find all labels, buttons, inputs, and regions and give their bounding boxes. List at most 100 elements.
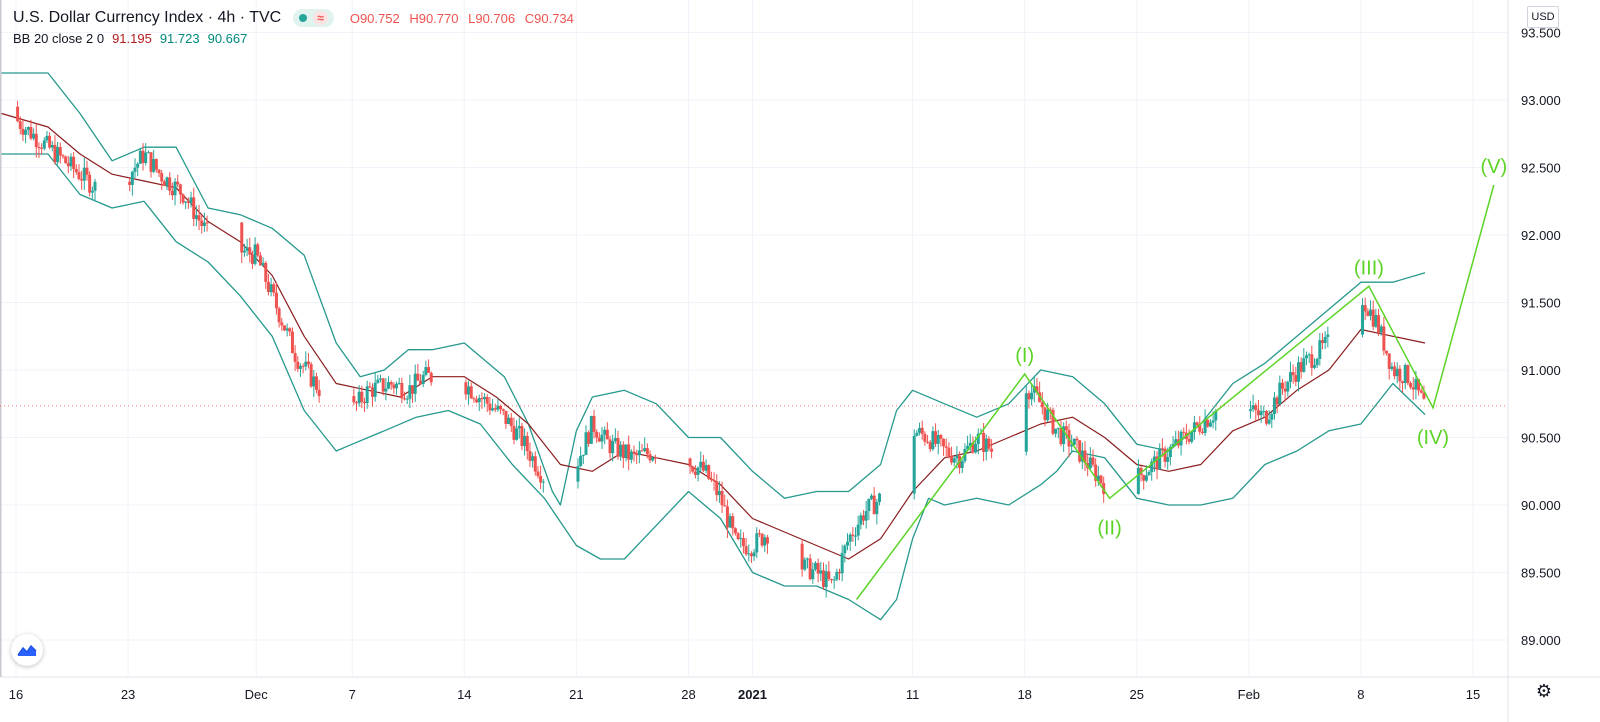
- candle-body: [53, 144, 57, 163]
- candle-body: [645, 448, 649, 455]
- candle-body: [699, 461, 703, 468]
- candle-body: [1393, 366, 1397, 377]
- candle-body: [467, 386, 471, 395]
- gear-icon[interactable]: ⚙: [1535, 681, 1553, 701]
- candle-body: [389, 382, 393, 385]
- candle-body: [419, 380, 423, 385]
- candle-body: [1294, 375, 1298, 382]
- candle-body: [384, 388, 388, 392]
- candle-body: [1374, 315, 1378, 327]
- candle-body: [472, 398, 476, 400]
- candle-body: [915, 432, 919, 436]
- candle-body: [507, 417, 511, 424]
- elliott-wave-label[interactable]: (III): [1354, 257, 1384, 279]
- candle-body: [1091, 457, 1095, 465]
- candle-body: [314, 376, 318, 390]
- candle-body: [152, 159, 156, 172]
- elliott-wave-label[interactable]: (I): [1015, 345, 1034, 367]
- candle-body: [712, 479, 716, 482]
- candle-body: [736, 533, 740, 540]
- candle-body: [584, 432, 588, 455]
- candle-body: [731, 516, 735, 529]
- symbol-title[interactable]: U.S. Dollar Currency Index · 4h · TVC: [13, 9, 282, 26]
- candle-body: [653, 457, 657, 459]
- candle-body: [141, 150, 145, 163]
- candle-body: [1278, 382, 1282, 405]
- candle-body: [373, 382, 377, 397]
- candle-body: [603, 429, 607, 435]
- candle-body: [1248, 409, 1252, 412]
- candle-body: [138, 150, 142, 164]
- elliott-wave-label[interactable]: (II): [1097, 517, 1121, 539]
- time-tick-label: 18: [1017, 687, 1031, 702]
- candle-body: [704, 465, 708, 471]
- market-status-pill[interactable]: ≈: [293, 9, 334, 27]
- candle-body: [1304, 355, 1308, 359]
- candle-body: [517, 426, 521, 429]
- candle-body: [512, 426, 516, 440]
- candle-body: [934, 431, 938, 444]
- candle-body: [920, 427, 924, 434]
- candle-body: [875, 502, 879, 515]
- candle-body: [587, 432, 591, 444]
- candle-body: [176, 181, 180, 185]
- candle-body: [309, 364, 313, 387]
- candle-body: [763, 537, 767, 546]
- elliott-wave-label[interactable]: (V): [1480, 156, 1507, 178]
- candle-body: [942, 438, 946, 447]
- candle-body: [952, 458, 956, 463]
- candle-body: [90, 190, 94, 193]
- candle-body: [197, 215, 201, 221]
- candle-body: [1371, 309, 1375, 327]
- candle-body: [365, 386, 369, 404]
- candle-body: [274, 292, 278, 309]
- candle-body: [181, 194, 185, 203]
- candle-body: [1083, 450, 1087, 464]
- elliott-wave-line[interactable]: [855, 184, 1495, 600]
- candle-body: [1075, 438, 1079, 441]
- candle-body: [747, 553, 751, 555]
- indicator-row[interactable]: BB 20 close 2 0 91.195 91.723 90.667: [13, 28, 580, 48]
- candle-body: [355, 402, 359, 404]
- candle-body: [363, 401, 367, 404]
- bb-basis-value: 91.195: [112, 30, 152, 46]
- candle-body: [709, 478, 713, 480]
- tradingview-logo-icon[interactable]: [11, 634, 43, 666]
- open-value: O90.752: [349, 10, 400, 26]
- price-tick-label: 89.000: [1521, 633, 1561, 648]
- bb-lower-value: 90.667: [207, 30, 248, 46]
- candle-body: [944, 446, 948, 448]
- candle-body: [971, 442, 975, 453]
- candle-body: [130, 171, 134, 185]
- candle-body: [306, 361, 310, 365]
- candle-body: [194, 215, 198, 219]
- candle-body: [1147, 472, 1151, 476]
- candle-body: [1070, 444, 1074, 447]
- candle-body: [1307, 354, 1311, 356]
- candle-body: [1142, 475, 1146, 481]
- candle-body: [974, 444, 978, 453]
- currency-badge[interactable]: USD: [1527, 6, 1559, 28]
- candle-body: [624, 444, 628, 459]
- candle-body: [717, 491, 721, 496]
- candle-body: [635, 452, 639, 456]
- candle-body: [1064, 426, 1068, 431]
- candle-body: [469, 386, 473, 399]
- candle-body: [1190, 432, 1194, 442]
- candle-body: [976, 433, 980, 445]
- candle-body: [878, 493, 882, 503]
- candle-body: [58, 147, 62, 156]
- indicator-label[interactable]: BB 20 close 2 0: [13, 30, 105, 46]
- candle-body: [760, 533, 764, 546]
- candle-body: [312, 376, 316, 387]
- time-tick-label: Dec: [245, 687, 269, 702]
- candle-body: [616, 438, 620, 457]
- time-tick-label: 7: [349, 687, 356, 702]
- candle-body: [1417, 379, 1421, 391]
- candle-body: [69, 156, 73, 167]
- candle-body: [800, 543, 804, 570]
- elliott-wave-label[interactable]: (IV): [1417, 427, 1449, 449]
- logo-mark: [17, 644, 37, 656]
